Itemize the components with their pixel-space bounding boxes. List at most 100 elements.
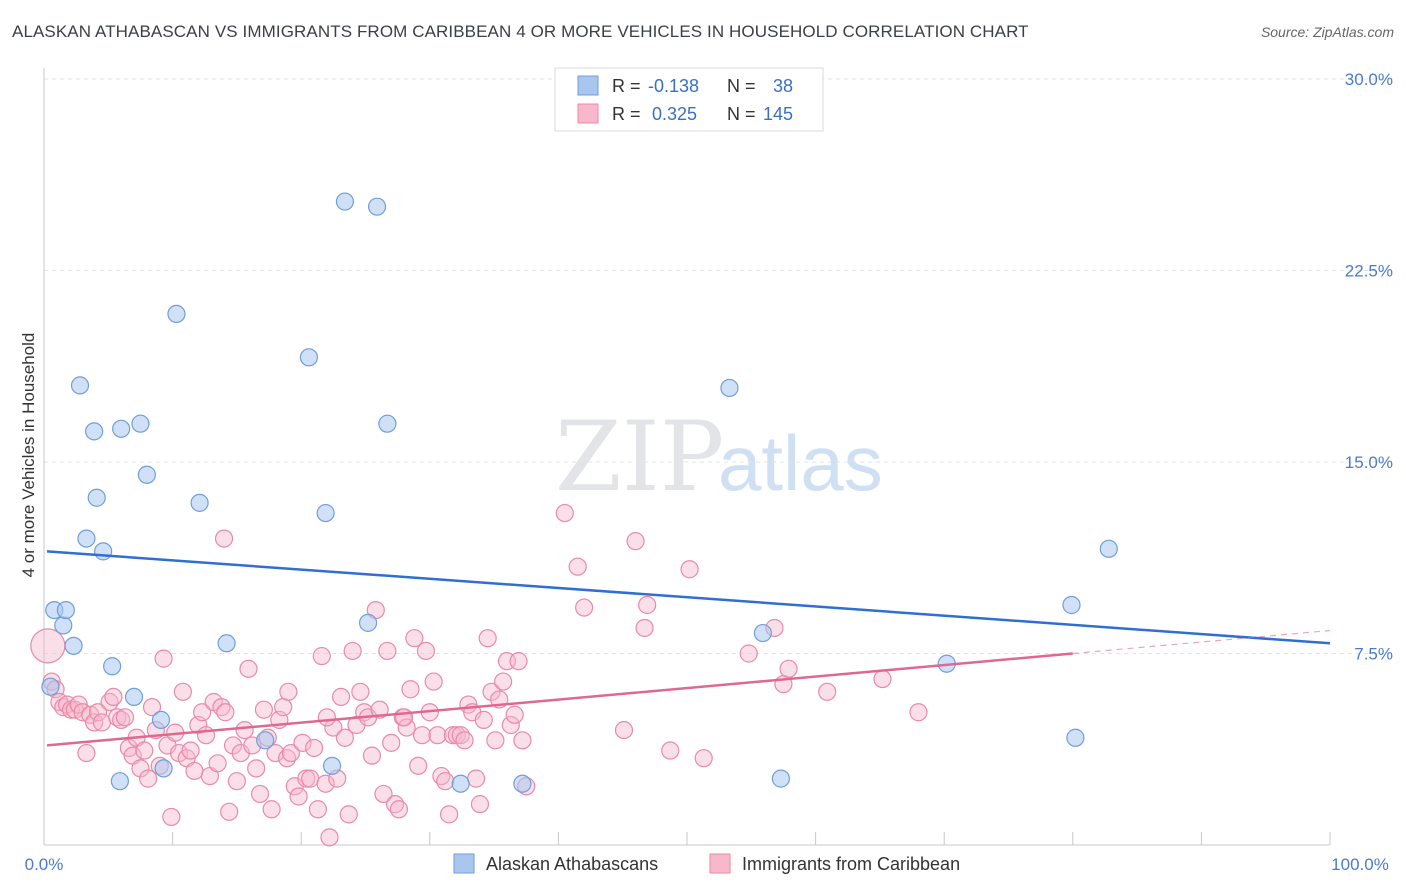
- scatter-point-athabascans: [151, 710, 171, 729]
- scatter-point-immigrants: [501, 715, 520, 735]
- scatter-point-immigrants: [30, 628, 66, 664]
- scatter-point-immigrants: [486, 731, 505, 750]
- gridlines: [44, 78, 1394, 654]
- scatter-point-immigrants: [293, 733, 312, 752]
- x-tick-label-max: 100.0%: [1331, 855, 1389, 874]
- scatter-point-immigrants: [185, 761, 204, 781]
- scatter-point-athabascans: [299, 348, 319, 367]
- scatter-point-immigrants: [362, 746, 382, 765]
- scatter-point-immigrants: [139, 769, 158, 788]
- scatter-point-athabascans: [1066, 728, 1085, 747]
- scatter-point-immigrants: [443, 726, 463, 745]
- scatter-point-immigrants: [254, 700, 274, 719]
- legend-n-value-1: 38: [773, 76, 793, 96]
- scatter-point-immigrants: [227, 772, 246, 791]
- scatter-point-immigrants: [513, 731, 532, 750]
- scatter-point-athabascans: [94, 542, 113, 561]
- scatter-point-immigrants: [154, 649, 173, 668]
- scatter-point-athabascans: [451, 774, 470, 793]
- scatter-point-immigrants: [266, 743, 285, 763]
- scatter-point-immigrants: [378, 641, 397, 661]
- scatter-point-immigrants: [680, 560, 699, 579]
- scatter-point-immigrants: [196, 726, 216, 745]
- scatter-point-immigrants: [409, 756, 428, 775]
- scatter-point-athabascans: [110, 772, 129, 791]
- scatter-point-immigrants: [382, 733, 401, 752]
- scatter-point-immigrants: [274, 698, 293, 717]
- scatter-point-athabascans: [513, 774, 532, 793]
- scatter-point-athabascans: [322, 756, 342, 775]
- scatter-point-immigrants: [301, 769, 320, 788]
- scatter-point-immigrants: [555, 503, 574, 523]
- scatter-point-immigrants: [104, 687, 123, 707]
- scatter-point-athabascans: [85, 422, 104, 441]
- scatter-point-immigrants: [638, 595, 657, 615]
- scatter-point-immigrants: [317, 708, 337, 727]
- scatter-point-immigrants: [312, 646, 331, 666]
- scatter-point-immigrants: [568, 557, 587, 576]
- scatter-point-immigrants: [405, 629, 424, 648]
- scatter-point-immigrants: [281, 743, 301, 763]
- y-tick-label: 15.0%: [1345, 453, 1393, 472]
- scatter-point-immigrants: [135, 741, 154, 760]
- scatter-point-immigrants: [297, 769, 316, 788]
- scatter-point-athabascans: [87, 488, 106, 507]
- scatter-point-athabascans: [137, 465, 156, 484]
- scatter-point-athabascans: [70, 376, 90, 395]
- scatter-point-athabascans: [378, 414, 397, 433]
- y-tick-label: 22.5%: [1345, 262, 1393, 281]
- scatter-point-immigrants: [436, 772, 455, 791]
- trend-line-immigrants: [46, 652, 1073, 747]
- scatter-point-immigrants: [779, 659, 798, 678]
- scatter-point-athabascans: [103, 657, 122, 676]
- bottom-legend: Alaskan Athabascans Immigrants from Cari…: [453, 853, 960, 874]
- scatter-point-immigrants: [142, 698, 162, 717]
- legend-r-label-1: R =: [612, 76, 641, 96]
- scatter-point-immigrants: [374, 784, 393, 804]
- scatter-point-athabascans: [316, 503, 335, 523]
- legend-r-label-2: R =: [612, 104, 641, 124]
- scatter-point-athabascans: [1062, 595, 1081, 615]
- scatter-point-athabascans: [217, 634, 236, 653]
- series-athabascans-points: [41, 192, 1118, 793]
- scatter-point-immigrants: [509, 652, 528, 671]
- scatter-point-immigrants: [216, 703, 235, 722]
- scatter-point-immigrants: [250, 784, 270, 804]
- scatter-point-immigrants: [181, 741, 200, 760]
- scatter-point-immigrants: [339, 805, 358, 824]
- watermark-zip: ZIP: [555, 401, 724, 513]
- scatter-point-immigrants: [289, 787, 308, 806]
- scatter-point-immigrants: [424, 672, 443, 691]
- scatter-point-immigrants: [85, 713, 104, 732]
- scatter-point-immigrants: [614, 720, 634, 740]
- scatter-point-immigrants: [394, 708, 414, 727]
- legend-frame: [554, 67, 824, 132]
- scatter-point-athabascans: [54, 616, 73, 635]
- scatter-point-immigrants: [494, 672, 513, 691]
- scatter-point-immigrants: [389, 800, 409, 819]
- trend-line-athabascans: [46, 550, 1331, 645]
- scatter-point-athabascans: [190, 493, 209, 512]
- scatter-point-immigrants: [131, 759, 150, 778]
- scatter-point-immigrants: [401, 680, 420, 699]
- scatter-point-immigrants: [505, 705, 524, 724]
- x-tick-label-min: 0.0%: [25, 855, 64, 874]
- scatter-point-athabascans: [367, 197, 387, 216]
- legend-swatch-blue: [577, 75, 599, 96]
- scatter-point-immigrants: [661, 741, 680, 760]
- scatter-point-immigrants: [873, 669, 892, 689]
- scatter-point-immigrants: [470, 795, 490, 814]
- scatter-point-immigrants: [455, 731, 474, 750]
- bottom-legend-swatch-blue: [453, 853, 475, 874]
- scatter-point-immigrants: [115, 708, 135, 727]
- scatter-point-immigrants: [304, 738, 324, 758]
- series-immigrants-points: [30, 503, 928, 847]
- scatter-point-immigrants: [818, 682, 837, 701]
- scatter-point-immigrants: [220, 802, 239, 821]
- scatter-point-immigrants: [208, 754, 227, 773]
- y-tick-label: 30.0%: [1345, 70, 1393, 89]
- scatter-point-immigrants: [466, 769, 486, 788]
- trend-lines: [46, 550, 1331, 747]
- scatter-point-athabascans: [64, 636, 83, 655]
